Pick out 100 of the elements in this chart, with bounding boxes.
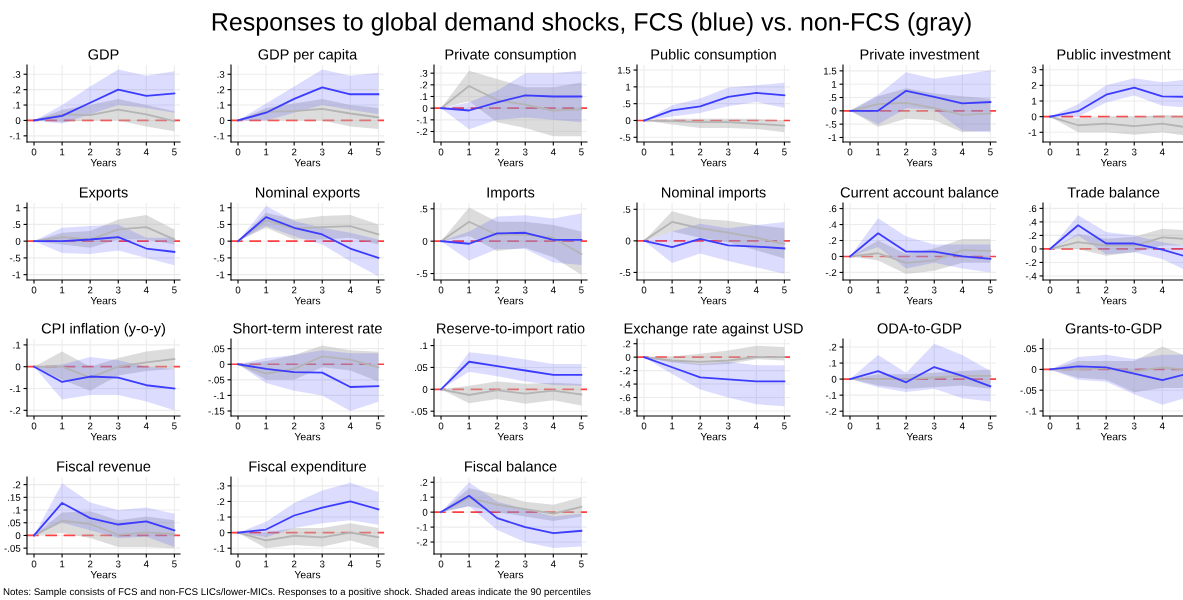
y-tick-label: -.5 [619,269,631,277]
y-tick-label: .3 [13,70,21,78]
chart-title: Exchange rate against USD [624,322,803,337]
x-tick-label: 5 [172,286,177,294]
x-tick-label: 0 [438,286,444,294]
line-series [33,236,176,253]
x-tick-label: 1 [1076,286,1081,294]
x-axis-title: Years [497,433,524,441]
y-tick-label: -.2 [1025,259,1037,266]
x-axis-title: Years [90,297,117,305]
x-tick-label: 4 [959,422,965,430]
x-tick-label: 3 [319,422,325,430]
y-tick-label: .1 [13,341,21,349]
y-tick-label: 1 [16,204,21,212]
x-tick-label: 2 [1103,286,1109,294]
line-series [849,249,992,264]
x-tick-label: 2 [697,148,703,156]
y-tick-label: -.5 [213,254,225,262]
x-tick-label: 1 [467,422,472,430]
chart-title: GDP per capita [258,48,358,63]
y-tick-label: .1 [13,506,21,514]
x-axis-title: Years [294,433,321,441]
x-axis-title: Years [700,433,727,441]
x-tick-label: 1 [876,286,881,294]
x-tick-label: 1 [60,148,65,156]
y-tick-label: .5 [420,205,428,213]
x-tick-label: 0 [847,148,853,156]
x-tick-label: 0 [641,148,647,156]
y-tick-label: -.5 [416,270,428,278]
x-tick-label: 4 [959,148,965,156]
x-tick-label: 4 [347,148,353,156]
chart-title: Imports [487,187,535,201]
line-series [440,360,583,391]
x-tick-label: 5 [172,148,177,156]
x-tick-label: 0 [438,422,444,430]
y-tick-label: .4 [1029,218,1037,226]
chart-title: Public investment [1057,48,1171,60]
x-tick-label: 0 [235,286,241,294]
y-tick-label: 1.5 [823,67,837,75]
x-tick-label: 5 [579,422,584,430]
line-series [1049,236,1183,250]
y-tick-label: 2 [1031,82,1037,89]
x-tick-label: 4 [347,422,353,430]
x-tick-label: 3 [115,422,121,430]
x-tick-label: 0 [438,148,444,156]
y-tick-label: 1 [220,204,225,212]
x-tick-label: 4 [1159,422,1165,430]
x-tick-label: 5 [376,148,381,156]
y-tick-label: -.1 [416,116,428,124]
x-tick-label: 2 [494,148,500,156]
y-tick-label: 0 [15,237,21,245]
y-tick-label: .05 [1024,345,1037,353]
x-tick-label: 1 [467,286,472,294]
line-series [237,216,380,259]
chart-title: Current account balance [840,186,999,198]
x-tick-label: 4 [959,286,965,294]
y-tick-label: .15 [8,494,21,501]
y-tick-label: -1 [216,271,225,279]
chart-title: Reserve-to-import ratio [437,322,585,337]
y-tick-label: 3 [1031,66,1037,74]
y-tick-label: -.1 [213,132,225,140]
y-tick-label: -.15 [208,407,225,415]
y-tick-label: -1 [12,271,21,279]
x-axis-title: Years [497,571,524,579]
x-axis-title: Years [497,297,524,305]
x-tick-label: 0 [31,286,37,294]
y-tick-label: -.5 [9,254,21,262]
x-axis-title: Years [1100,297,1127,305]
x-tick-label: 0 [1047,148,1053,156]
x-tick-label: 5 [988,422,993,430]
x-tick-label: 4 [347,560,353,568]
line-series [1049,115,1183,128]
x-tick-label: 3 [1131,286,1137,294]
x-tick-label: 1 [876,422,881,430]
x-tick-label: 2 [1103,422,1109,430]
y-tick-label: 1 [832,81,837,88]
y-tick-label: .2 [420,81,428,89]
x-tick-label: 4 [347,286,353,294]
x-tick-label: 0 [847,286,853,294]
x-axis-title: Years [1100,159,1127,167]
chart-title: Fiscal revenue [57,460,151,472]
x-tick-label: 0 [641,286,647,294]
y-tick-label: 0 [422,104,428,112]
x-tick-label: 5 [579,286,584,294]
y-tick-label: .2 [623,340,631,348]
line-series [643,92,786,122]
y-tick-label: 0 [422,386,428,393]
x-axis-title: Years [497,159,524,167]
y-tick-label: .2 [420,478,428,486]
x-tick-label: 3 [522,148,528,156]
x-tick-label: 3 [931,422,937,430]
y-tick-label: 0 [219,360,225,368]
y-tick-label: -.05 [208,376,225,384]
x-tick-label: 1 [264,560,269,568]
x-tick-label: 0 [847,422,853,430]
y-tick-label: 0 [15,363,21,371]
x-tick-label: 2 [291,560,297,568]
x-tick-label: 1 [60,560,65,568]
x-tick-label: 2 [87,560,93,568]
y-tick-label: .5 [217,221,225,229]
